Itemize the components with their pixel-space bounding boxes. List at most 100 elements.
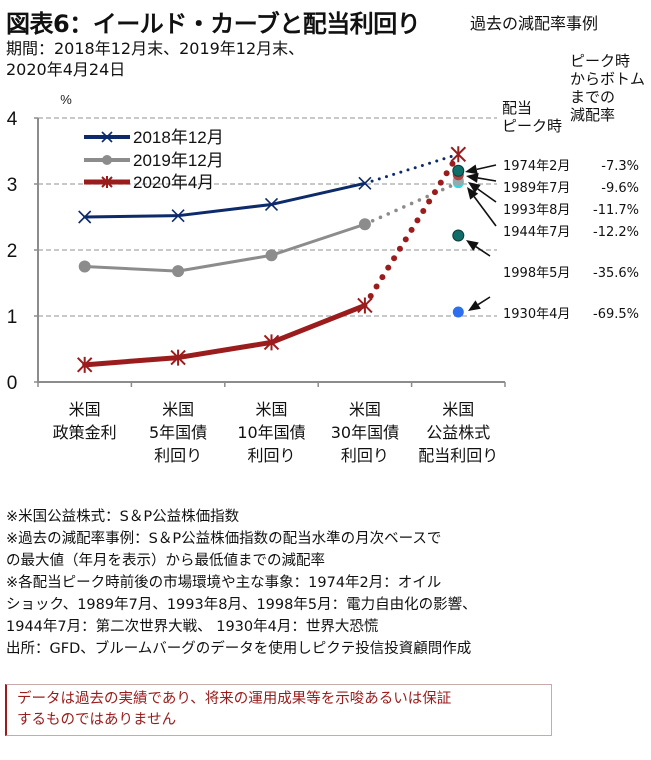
series-dotted-segment-dot [396, 245, 403, 252]
marker-x [171, 209, 185, 223]
case-cut-rate: -9.6% [601, 181, 639, 196]
case-date: 1930年4月 [503, 307, 571, 322]
series-line [82, 302, 368, 368]
x-tick-label-line: 利回り [154, 446, 203, 465]
x-tick-label: 米国 公益株式 配当利回り [410, 398, 506, 467]
series-dotted-segment-dot [384, 175, 388, 179]
series-dotted-segment-dot [373, 283, 380, 290]
note-line: の最大値（年月を表示）から最低値までの減配率 [6, 553, 325, 569]
x-tick-label-line: 30年国債 [330, 423, 400, 442]
note-line: 1944年7月：第二次世界大戦、 1930年4月：世界大恐慌 [6, 619, 379, 635]
historical-case-dot [452, 164, 465, 177]
note-line: ショック、1989年7月、1993年8月、1998年5月：電力自由化の影響、 [6, 597, 477, 613]
x-tick-label-line: 利回り [247, 446, 296, 465]
arrow-line [476, 164, 497, 171]
series-dotted-segment-dot [367, 292, 374, 299]
series-dotted-segment-dot [413, 166, 417, 170]
arrow-line [473, 196, 497, 227]
y-tick-label: 4 [7, 109, 18, 130]
case-date: 1974年2月 [503, 159, 571, 174]
series-dotted-segment-dot [402, 236, 409, 243]
peak-header-line: ピーク時 [502, 117, 563, 135]
marker-circle [265, 249, 278, 262]
x-tick-label-line: 米国 [255, 400, 288, 419]
series-line [83, 222, 367, 273]
historical-case-row: 1998年5月 -35.6% [503, 262, 639, 281]
series-dotted-segment-dot [392, 172, 396, 176]
x-tick-label-line: 配当利回り [418, 446, 499, 465]
series-dotted-segment-dot [402, 205, 406, 209]
historical-case-dot [452, 229, 465, 242]
arrow-line [477, 177, 497, 182]
arrow-head-icon [468, 182, 481, 194]
cut-header-line: 減配率 [570, 106, 616, 124]
note-line: ※各配当ピーク時前後の市場環境や主な事象：1974年2月：オイル [6, 575, 442, 591]
marker-x [78, 210, 92, 224]
series-dotted-segment-dot [370, 218, 375, 223]
x-tick-label-line: 10年国債 [237, 423, 306, 442]
marker-asterisk [101, 176, 113, 188]
marker-x [264, 197, 279, 212]
series-dotted-segment-dot [426, 198, 433, 205]
marker-asterisk [76, 356, 93, 373]
series-dotted-segment-dot [386, 212, 391, 216]
historical-case-dot [452, 306, 464, 318]
series-dotted-segment-dot [431, 189, 438, 196]
x-tick-label-line: 米国 [162, 400, 195, 419]
historical-case-row: 1993年8月 -11.7% [503, 199, 639, 218]
arrow-head-icon [467, 187, 479, 200]
case-cut-rate: -11.7% [593, 203, 639, 218]
legend-label: 2019年12月 [133, 151, 224, 170]
series-dotted-segment-dot [449, 160, 456, 167]
x-tick-label-line: 米国 [68, 400, 101, 419]
series-dotted-segment-dot [378, 215, 383, 220]
case-date: 1993年8月 [503, 203, 571, 218]
series-dotted-segment-dot [420, 207, 427, 214]
series-dotted-segment-dot [394, 208, 398, 213]
arrow-head-icon [466, 173, 479, 183]
peak-header-line: 配当 [502, 99, 533, 117]
legend-label: 2018年12月 [133, 128, 224, 147]
x-tick-label: 米国 5年国債 利回り [130, 398, 226, 467]
arrow-head-icon [466, 240, 479, 251]
series-dotted-segment-dot [425, 194, 429, 199]
series-dotted-segment-dot [428, 161, 432, 165]
case-cut-rate: -7.3% [601, 159, 639, 174]
series-dotted-segment-dot [443, 170, 450, 177]
series-dotted-segment-dot [414, 217, 421, 224]
marker-asterisk [263, 334, 280, 351]
arrow-line [477, 296, 491, 306]
cut-header-line: までの [570, 88, 616, 106]
cut-header-line: ピーク時 [570, 52, 631, 70]
x-tick-label-line: 利回り [340, 446, 389, 465]
series-dotted-segment-dot [417, 198, 422, 202]
case-cut-rate: -69.5% [593, 307, 639, 322]
case-date: 1944年7月 [503, 225, 571, 240]
marker-circle [78, 260, 91, 273]
disclaimer-box: データは過去の実績であり、将来の運用成果等を示唆あるいは保証 するものではありま… [5, 684, 552, 736]
arrow-line [475, 245, 491, 257]
series-dotted-segment-dot [385, 264, 392, 271]
historical-case-row: 1974年2月 -7.3% [503, 155, 639, 174]
arrow-head-icon [465, 164, 478, 175]
x-tick-label: 米国 30年国債 利回り [317, 398, 413, 467]
period-text: 期間：2018年12月末、2019年12月末、 2020年4月24日 [6, 38, 386, 80]
series-dotted-segment-dot [435, 159, 439, 163]
case-cut-rate: -35.6% [593, 266, 639, 281]
legend-label: 2020年4月 [133, 173, 214, 192]
figure-title: 図表6：イールド・カーブと配当利回り [6, 10, 421, 38]
y-axis-unit-label: % [60, 92, 72, 107]
cut-rate-column-header: ピーク時 からボトム までの 減配率 [570, 52, 645, 124]
marker-asterisk [450, 146, 467, 163]
case-cut-rate: -12.2% [593, 225, 639, 240]
x-tick-label-line: 公益株式 [426, 423, 491, 442]
series-dotted-segment-dot [437, 179, 444, 186]
series-line [83, 181, 367, 219]
y-tick-label: 3 [7, 175, 18, 196]
historical-case-row: 1930年4月 -69.5% [503, 303, 639, 322]
y-tick-label: 2 [7, 241, 18, 262]
series-dotted-segment-dot [379, 274, 386, 281]
source-line: 出所：GFD、ブルームバーグのデータを使用しピクテ投信投資顧問作成 [6, 641, 472, 657]
marker-circle [172, 265, 185, 278]
x-tick-label-line: 政策金利 [52, 423, 117, 442]
